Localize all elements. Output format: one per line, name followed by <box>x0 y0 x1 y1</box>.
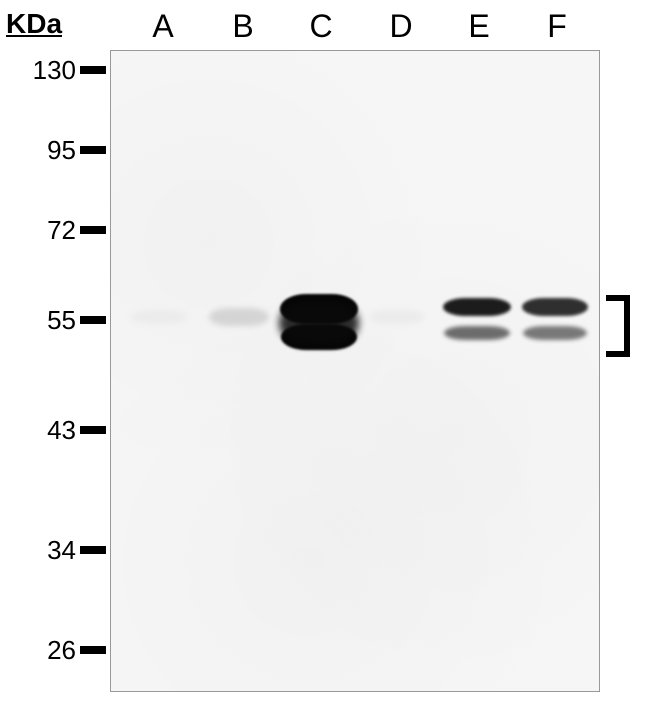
marker-tick-34 <box>80 546 106 554</box>
marker-tick-43 <box>80 426 106 434</box>
bracket-bottom-arm <box>606 351 624 357</box>
lane-label-c: C <box>306 8 336 45</box>
blot-noise <box>111 51 599 691</box>
lane-label-d: D <box>386 8 416 45</box>
band-f-9 <box>523 326 587 340</box>
lane-label-e: E <box>464 8 494 45</box>
marker-label-55: 55 <box>0 305 76 336</box>
unit-label: KDa <box>6 8 62 40</box>
band-f-8 <box>522 298 588 316</box>
marker-label-130: 130 <box>0 55 76 86</box>
band-e-6 <box>443 298 511 316</box>
marker-label-43: 43 <box>0 415 76 446</box>
marker-label-72: 72 <box>0 215 76 246</box>
marker-tick-130 <box>80 66 106 74</box>
band-d-5 <box>369 310 425 324</box>
band-a-0 <box>131 310 187 324</box>
band-bracket <box>606 295 630 357</box>
marker-tick-26 <box>80 646 106 654</box>
lane-label-a: A <box>148 8 178 45</box>
lane-label-f: F <box>542 8 572 45</box>
bracket-vertical <box>624 295 630 357</box>
band-c-4 <box>279 301 359 345</box>
blot-area <box>110 50 600 692</box>
marker-tick-72 <box>80 226 106 234</box>
band-b-1 <box>209 308 269 326</box>
band-e-7 <box>444 326 510 340</box>
marker-tick-55 <box>80 316 106 324</box>
marker-tick-95 <box>80 146 106 154</box>
lane-label-b: B <box>228 8 258 45</box>
marker-label-95: 95 <box>0 135 76 166</box>
marker-label-26: 26 <box>0 635 76 666</box>
bracket-top-arm <box>606 295 624 301</box>
marker-label-34: 34 <box>0 535 76 566</box>
